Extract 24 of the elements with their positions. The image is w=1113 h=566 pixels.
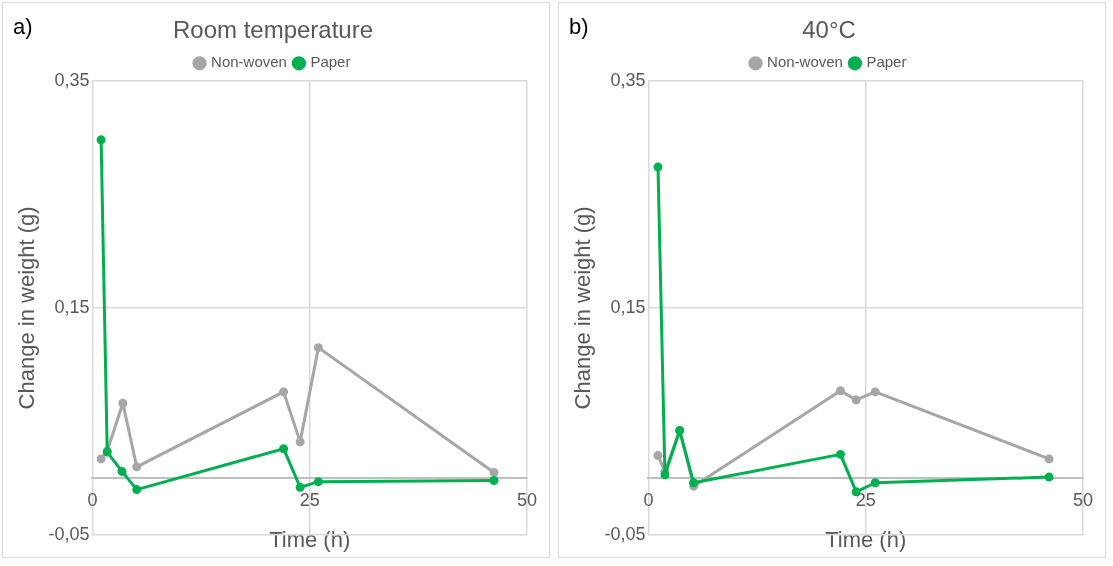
x-tick-label: 50	[516, 489, 537, 510]
y-tick-label: 0,35	[54, 69, 90, 90]
y-axis-title: Change in weight (g)	[14, 206, 40, 410]
text: b)	[569, 14, 589, 40]
legend-label: Paper	[310, 53, 351, 71]
y-axis-title: Change in weight (g)	[570, 206, 596, 410]
y-tick-label: -0,05	[604, 523, 646, 544]
y-tick-label: 0,15	[610, 296, 646, 317]
x-tick-label: 25	[299, 489, 320, 510]
x-axis-title: Time (h)	[269, 527, 351, 553]
legend-label: Non-woven	[211, 53, 287, 71]
x-tick-label: 0	[87, 489, 98, 510]
y-tick-label: 0,35	[610, 69, 646, 90]
x-axis-title: Time (h)	[825, 527, 907, 553]
legend-label: Non-woven	[767, 53, 843, 71]
x-tick-label: 50	[1072, 489, 1093, 510]
chart-title: 40°C	[802, 16, 856, 44]
legend-label: Paper	[866, 53, 907, 71]
x-tick-label: 0	[643, 489, 654, 510]
y-tick-label: 0,15	[54, 296, 90, 317]
y-tick-label: -0,05	[48, 523, 90, 544]
x-tick-label: 25	[855, 489, 876, 510]
chart-title: Room temperature	[172, 16, 374, 44]
text: a)	[13, 14, 33, 40]
